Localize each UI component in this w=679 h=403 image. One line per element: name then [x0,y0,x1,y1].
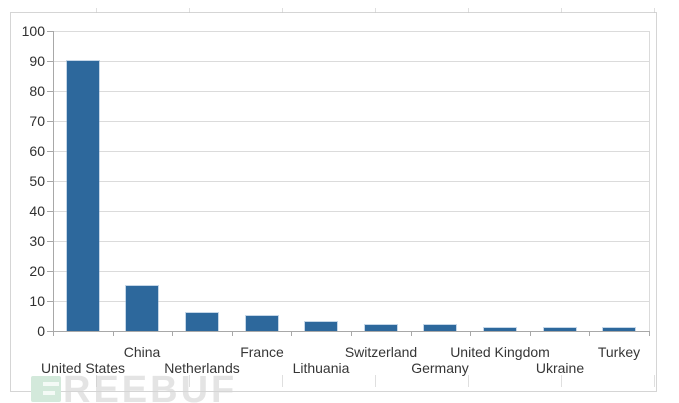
bar-lithuania [305,322,337,331]
x-axis-tick [589,331,590,336]
gridline [53,241,649,242]
bar-turkey [603,328,635,331]
freebuf-watermark-text: REEBUF [63,369,238,403]
y-axis-tick-label: 20 [29,263,45,279]
border-tick-mark [282,375,283,387]
y-axis-tick [47,181,53,182]
y-axis-tick [47,31,53,32]
x-axis-category-label: Netherlands [164,360,240,376]
y-axis-tick [47,91,53,92]
x-axis-category-label: China [123,344,161,360]
bar-chart: 0 10 20 30 40 50 60 70 80 90 100 United States China… [10,8,657,392]
gridline [53,121,649,122]
gridline [53,91,649,92]
x-axis-tick [291,331,292,336]
gridline [53,61,649,62]
y-axis-tick-label: 70 [29,113,45,129]
y-axis-tick [47,121,53,122]
y-axis-tick [47,61,53,62]
border-tick-mark [282,8,283,13]
y-axis-tick-label: 100 [21,23,45,39]
x-axis-tick [113,331,114,336]
y-axis-tick-label: 80 [29,83,45,99]
gridline [53,211,649,212]
border-tick-mark [654,8,655,13]
border-tick-mark [189,375,190,387]
x-axis-category-label: Ukraine [535,360,585,376]
y-axis-line [53,31,54,332]
y-axis-tick-label: 90 [29,53,45,69]
y-axis-tick [47,241,53,242]
x-axis-line [47,331,650,332]
bar-netherlands [186,313,218,331]
border-tick-mark [561,8,562,13]
x-axis-category-label: Lithuania [292,360,350,376]
bar-ukraine [544,328,576,331]
x-axis-category-label: Switzerland [344,344,418,360]
logo-slit [43,391,55,395]
bar-united-states [67,61,99,331]
border-tick-mark [468,375,469,387]
bar-china [126,286,158,331]
plot-right-edge [649,31,650,331]
y-axis-tick-label: 0 [37,323,45,339]
y-axis-tick [47,151,53,152]
x-axis-category-label: Turkey [597,344,641,360]
x-axis-tick [172,331,173,336]
border-tick-mark [189,8,190,13]
border-tick-mark [561,375,562,387]
x-axis-tick [649,331,650,336]
border-tick-mark [654,375,655,387]
y-axis-tick-label: 30 [29,233,45,249]
border-tick-mark [96,8,97,13]
y-axis-tick-label: 60 [29,143,45,159]
x-axis-tick [411,331,412,336]
y-axis-tick [47,211,53,212]
x-axis-category-label: France [240,344,284,360]
x-axis-tick [351,331,352,336]
gridline [53,31,649,32]
x-axis-category-label: United Kingdom [450,344,550,360]
x-axis-tick [53,331,54,336]
bar-united-kingdom [484,328,516,331]
logo-slit [43,382,59,386]
border-tick-mark [96,375,97,387]
bar-france [246,316,278,331]
gridline [53,271,649,272]
y-axis-tick-label: 40 [29,203,45,219]
y-axis-tick [47,301,53,302]
gridline [53,301,649,302]
freebuf-logo-icon [31,376,61,402]
bar-switzerland [365,325,397,331]
bar-germany [424,325,456,331]
gridline [53,151,649,152]
x-axis-category-label: Germany [411,360,469,376]
y-axis-tick-label: 10 [29,293,45,309]
border-tick-mark [468,8,469,13]
border-tick-mark [375,8,376,13]
x-axis-tick [232,331,233,336]
x-axis-tick [470,331,471,336]
border-tick-mark [375,375,376,387]
gridline [53,181,649,182]
x-axis-tick [530,331,531,336]
x-axis-category-label: United States [40,360,126,376]
y-axis-tick-label: 50 [29,173,45,189]
y-axis-tick [47,271,53,272]
